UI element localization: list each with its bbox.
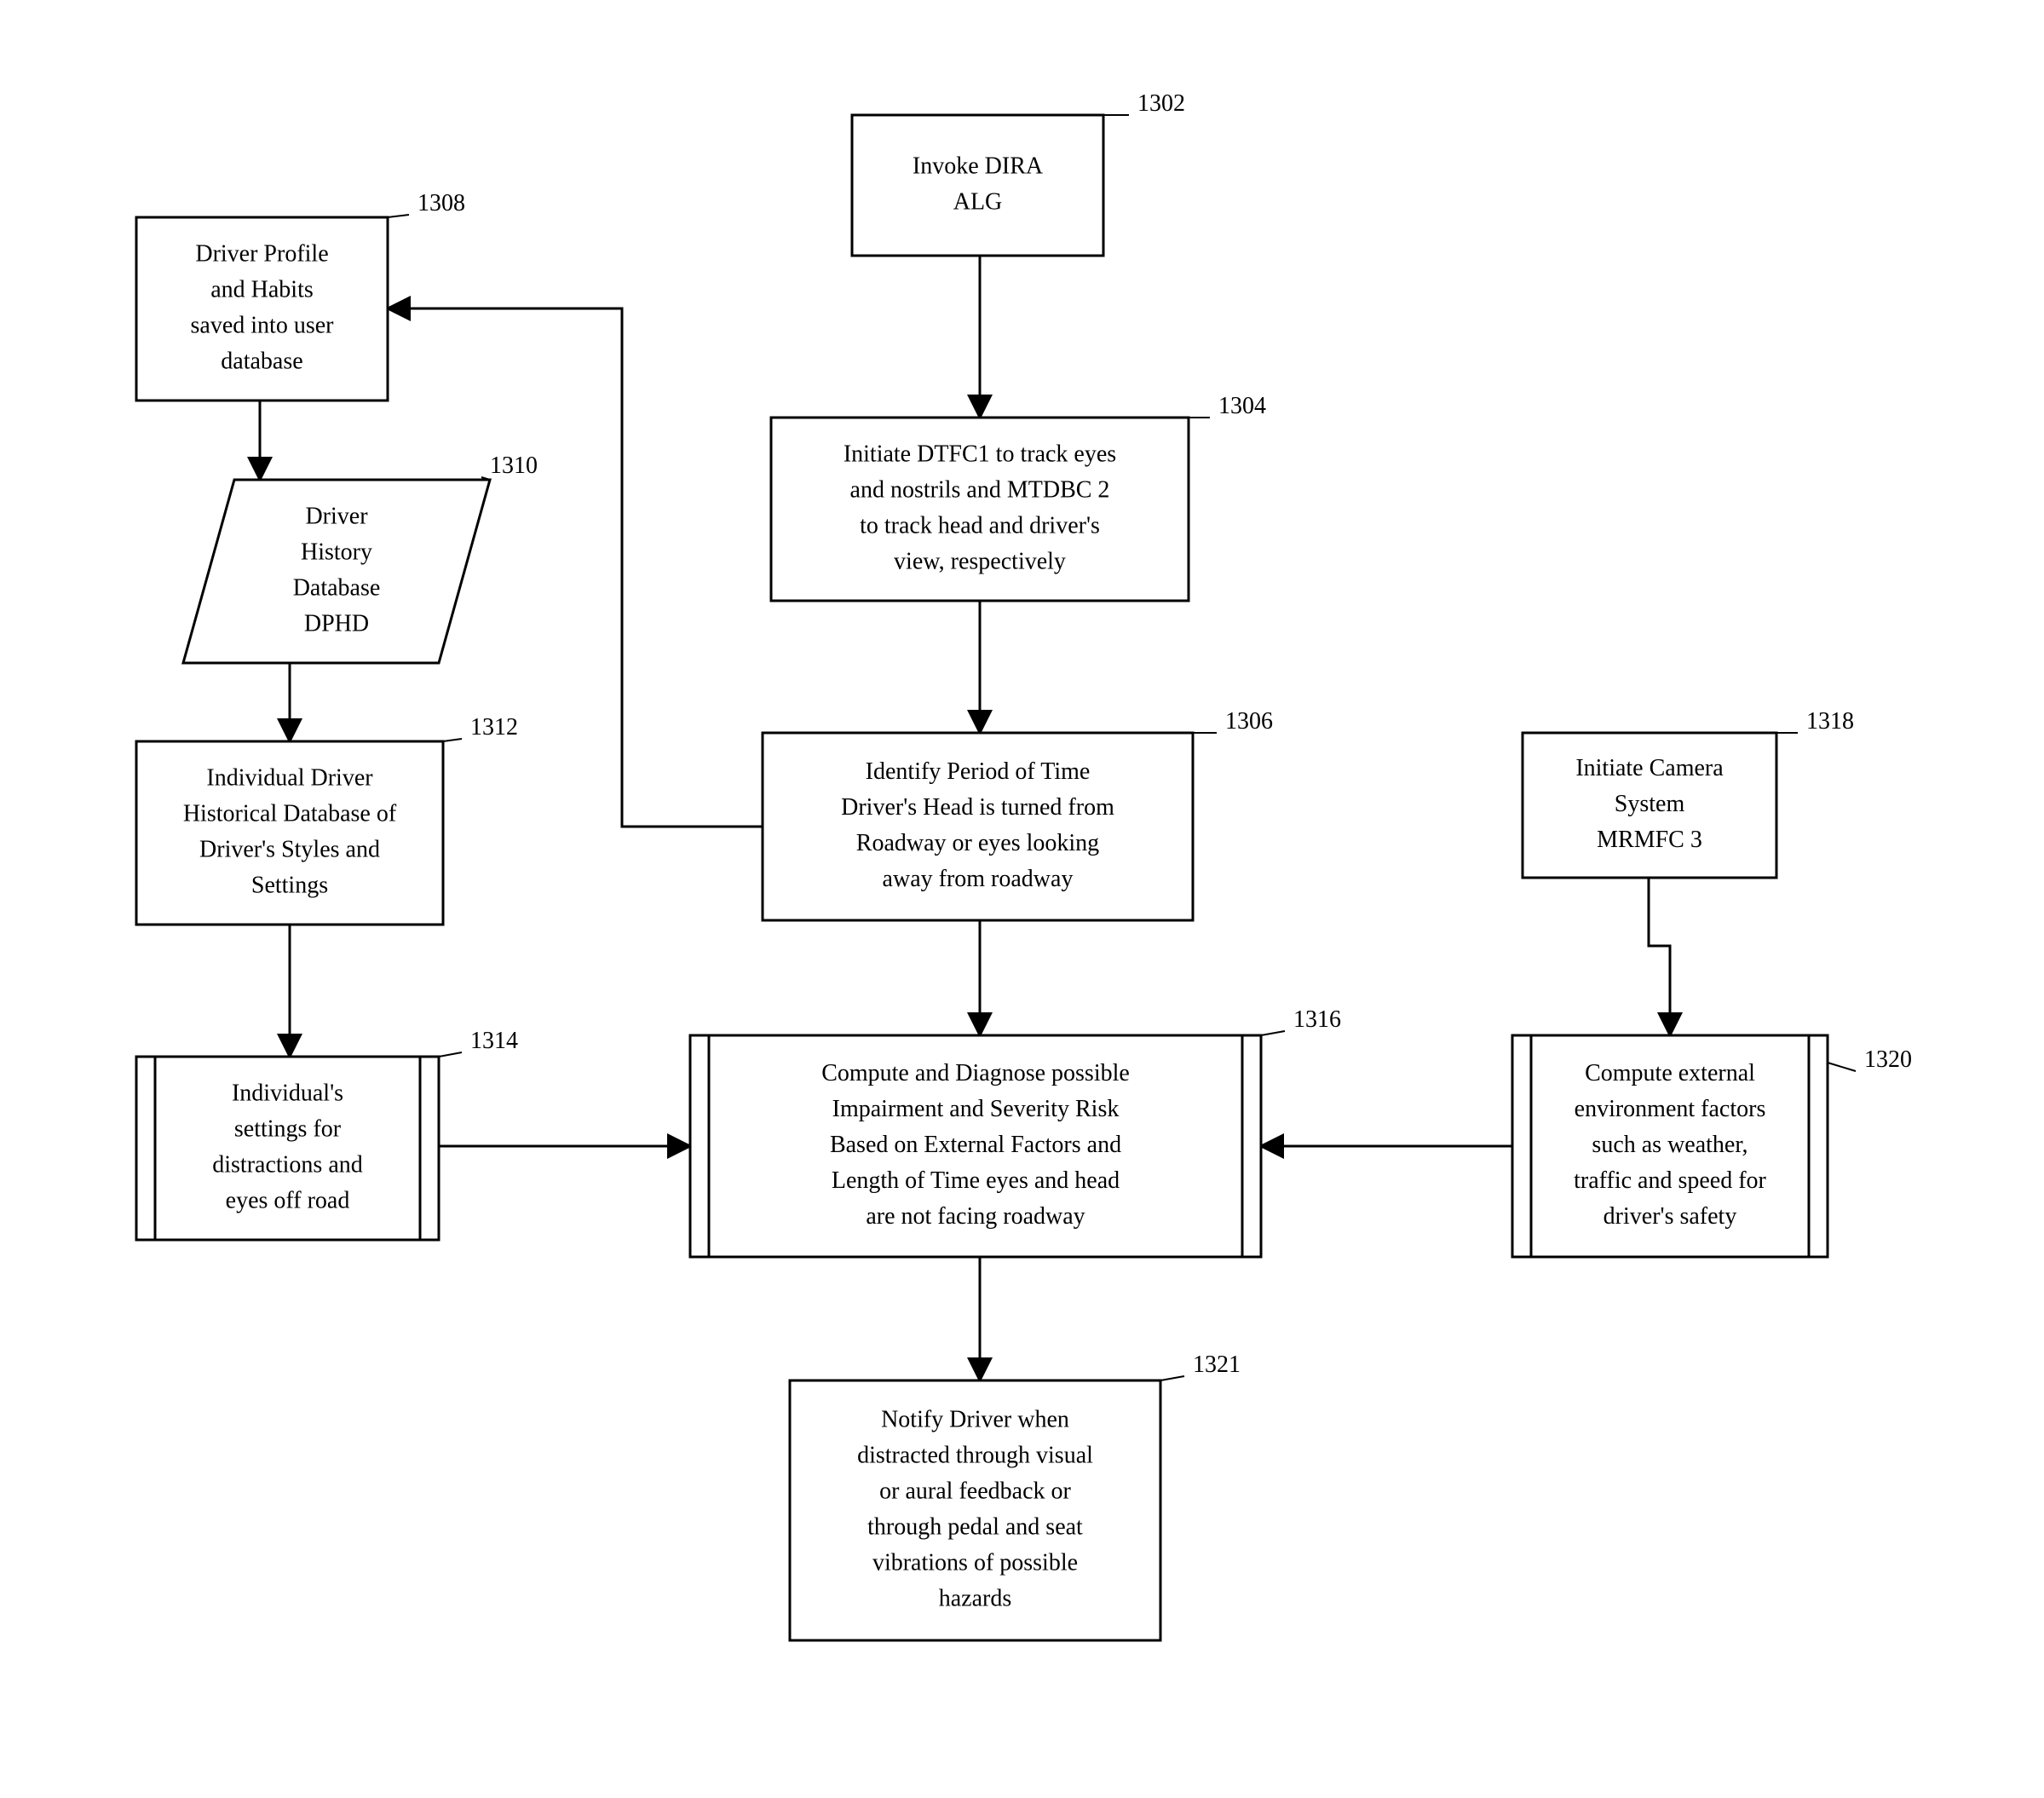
ref-label: 1316 xyxy=(1293,1006,1341,1033)
node-text: to track head and driver's xyxy=(860,513,1100,539)
node-text: Driver's Head is turned from xyxy=(841,794,1114,821)
node-text: Database xyxy=(293,575,381,602)
node-text: distracted through visual xyxy=(857,1443,1093,1469)
node-text: and Habits xyxy=(210,277,314,303)
node-n1306: Identify Period of Time Driver's Head is … xyxy=(763,708,1273,920)
node-n1310: Driver History Database DPHD 1310 xyxy=(183,452,538,663)
node-text: Based on External Factors and xyxy=(830,1132,1121,1158)
node-text: through pedal and seat xyxy=(867,1514,1083,1541)
node-n1321: Notify Driver when distracted through vis… xyxy=(790,1351,1241,1640)
node-text: settings for xyxy=(234,1116,342,1143)
ref-label: 1320 xyxy=(1864,1046,1912,1073)
node-text: Driver xyxy=(305,504,368,530)
node-text: DPHD xyxy=(304,611,369,637)
node-text: Notify Driver when xyxy=(881,1407,1069,1433)
ref-label: 1302 xyxy=(1137,90,1185,117)
flowchart-canvas: Invoke DIRA ALG 1302 Initiate DTFC1 to trac… xyxy=(0,0,2044,1798)
node-text: view, respectively xyxy=(894,549,1066,575)
node-n1318: Initiate Camera System MRMFC 3 1318 xyxy=(1523,708,1854,878)
node-text: Individual's xyxy=(232,1081,343,1107)
node-text: Driver's Styles and xyxy=(199,837,380,863)
node-text: distractions and xyxy=(212,1152,363,1178)
node-text: and nostrils and MTDBC 2 xyxy=(850,477,1110,504)
node-n1312: Individual Driver Historical Database of D… xyxy=(136,714,518,925)
node-text: History xyxy=(301,539,372,566)
node-text: database xyxy=(221,349,302,375)
node-text: hazards xyxy=(939,1586,1012,1612)
node-text: Individual Driver xyxy=(206,765,373,792)
node-text: Impairment and Severity Risk xyxy=(832,1096,1120,1122)
node-text: Compute external xyxy=(1585,1060,1755,1086)
node-text: eyes off road xyxy=(226,1188,350,1214)
node-text: Roadway or eyes looking xyxy=(856,830,1099,856)
node-n1316: Compute and Diagnose possible Impairment … xyxy=(690,1006,1341,1257)
node-text: Settings xyxy=(251,873,328,899)
ref-label: 1314 xyxy=(470,1028,518,1054)
ref-label: 1318 xyxy=(1806,708,1854,735)
edge xyxy=(1649,878,1670,1035)
ref-label: 1312 xyxy=(470,714,518,741)
node-text: saved into user xyxy=(191,313,335,339)
node-n1304: Initiate DTFC1 to track eyes and nostrils… xyxy=(771,393,1266,601)
node-text: environment factors xyxy=(1575,1096,1766,1122)
node-text: traffic and speed for xyxy=(1574,1167,1766,1194)
node-text: System xyxy=(1615,791,1685,817)
node-text: driver's safety xyxy=(1604,1203,1737,1230)
node-n1302: Invoke DIRA ALG 1302 xyxy=(852,90,1185,256)
node-text: are not facing roadway xyxy=(866,1203,1085,1230)
node-text: ALG xyxy=(953,189,1003,216)
node-text: Identify Period of Time xyxy=(866,758,1091,785)
ref-label: 1304 xyxy=(1218,393,1266,419)
node-n1314: Individual's settings for distractions and… xyxy=(136,1028,518,1240)
node-text: Invoke DIRA xyxy=(913,153,1044,180)
node-text: Initiate Camera xyxy=(1575,755,1724,781)
node-text: Driver Profile xyxy=(195,241,328,268)
node-text: such as weather, xyxy=(1592,1132,1747,1158)
ref-label: 1321 xyxy=(1193,1351,1241,1378)
node-n1320: Compute external environment factors such … xyxy=(1512,1035,1912,1257)
node-text: MRMFC 3 xyxy=(1597,827,1702,853)
node-text: Compute and Diagnose possible xyxy=(821,1060,1130,1086)
node-text: Initiate DTFC1 to track eyes xyxy=(844,441,1116,468)
node-text: Length of Time eyes and head xyxy=(832,1167,1120,1194)
node-text: away from roadway xyxy=(883,866,1074,892)
ref-label: 1308 xyxy=(417,190,465,216)
node-text: vibrations of possible xyxy=(872,1550,1078,1576)
ref-label: 1306 xyxy=(1225,708,1273,735)
ref-label: 1310 xyxy=(490,452,538,479)
node-text: Historical Database of xyxy=(183,801,397,827)
node-text: or aural feedback or xyxy=(879,1478,1071,1505)
node-n1308: Driver Profile and Habits saved into user d… xyxy=(136,190,465,401)
